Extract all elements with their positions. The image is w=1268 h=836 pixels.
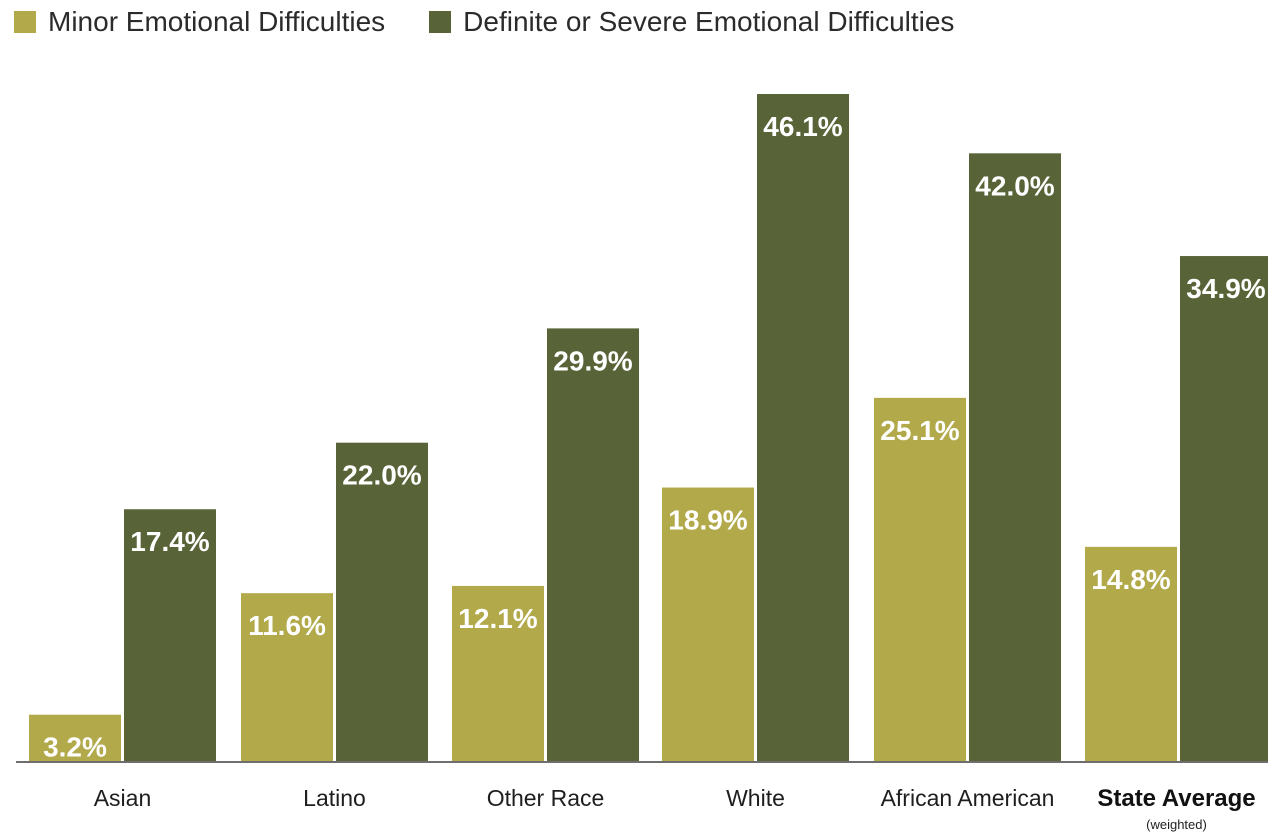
chart-legend: Minor Emotional Difficulties Definite or… <box>14 6 954 38</box>
bar-latino-minor <box>241 593 333 761</box>
bar-value-label-state-average-minor: 14.8% <box>1091 564 1170 595</box>
x-tick-label-african-american: African American <box>881 785 1055 811</box>
bar-state-average-minor <box>1085 546 1177 761</box>
x-tick-label-latino: Latino <box>303 785 366 811</box>
bar-value-label-african-american-minor: 25.1% <box>880 415 959 446</box>
legend-label-severe: Definite or Severe Emotional Difficultie… <box>463 6 955 37</box>
bar-value-label-asian-minor: 3.2% <box>43 732 107 763</box>
legend-item-severe: Definite or Severe Emotional Difficultie… <box>429 6 954 38</box>
legend-swatch-severe <box>429 11 452 33</box>
bar-group: 3.2% 17.4% 11.6% 22.0% 12.1% 29.9% 18.9% 46.1% 2… <box>29 94 1268 763</box>
x-tick-note-state-average: (weighted) <box>1146 817 1207 832</box>
bar-value-label-white-severe: 46.1% <box>763 111 842 142</box>
bar-white-severe <box>757 94 849 761</box>
legend-item-minor: Minor Emotional Difficulties <box>14 6 385 38</box>
bar-value-label-white-minor: 18.9% <box>668 505 747 536</box>
bar-value-label-other-race-minor: 12.1% <box>458 603 537 634</box>
bar-value-label-state-average-severe: 34.9% <box>1186 273 1265 304</box>
bar-state-average-severe <box>1180 256 1268 761</box>
bar-value-label-african-american-severe: 42.0% <box>975 170 1054 201</box>
x-axis-labels: Asian Latino Other Race White African Americ… <box>94 785 1256 832</box>
legend-swatch-minor <box>14 11 36 33</box>
x-tick-label-other-race: Other Race <box>487 785 605 811</box>
bar-latino-severe <box>336 442 428 761</box>
bar-other-race-severe <box>547 328 639 761</box>
bar-african-american-minor <box>874 397 966 761</box>
bar-white-minor <box>662 487 754 761</box>
bar-asian-severe <box>124 509 216 761</box>
legend-label-minor: Minor Emotional Difficulties <box>48 6 386 37</box>
bar-value-label-asian-severe: 17.4% <box>130 526 209 557</box>
bar-value-label-latino-minor: 11.6% <box>248 610 326 641</box>
bar-asian-minor <box>29 714 121 761</box>
bar-value-label-latino-severe: 22.0% <box>342 460 421 491</box>
x-tick-label-asian: Asian <box>94 785 152 811</box>
x-tick-label-white: White <box>726 785 785 811</box>
bar-other-race-minor <box>452 585 544 761</box>
bar-african-american-severe <box>969 153 1061 761</box>
x-tick-label-state-average: State Average <box>1097 785 1255 812</box>
bar-value-label-other-race-severe: 29.9% <box>553 345 632 376</box>
